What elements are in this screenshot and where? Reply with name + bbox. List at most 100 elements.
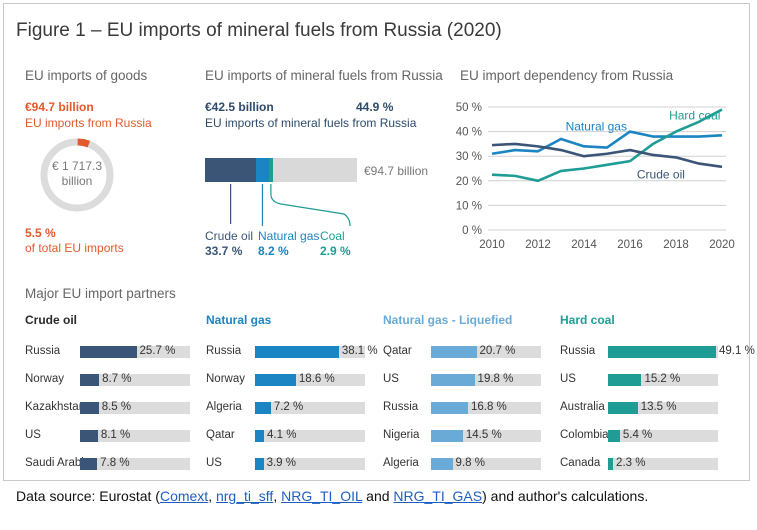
partner-bar-track [608,374,718,386]
partner-bar-track [80,458,190,470]
partner-country: Russia [25,345,61,357]
partner-country: Qatar [383,345,412,357]
donut-center-label: € 1 717.3 billion [40,159,114,189]
partner-bar [431,430,463,442]
partner-row: US 19.8 % [383,373,541,387]
partner-country: Canada [560,457,601,469]
partner-bar-track [431,458,541,470]
partner-row: Algeria 7.2 % [206,401,365,415]
partner-value: 14.5 % [465,429,502,441]
partner-value: 8.1 % [100,429,131,441]
source-link-nrg-ti-sff[interactable]: nrg_ti_sff [215,488,274,504]
partner-country: Norway [25,373,64,385]
partner-country: Russia [206,345,242,357]
partner-value: 4.1 % [267,429,297,441]
partner-value: 20.7 % [479,345,516,357]
partner-value: 18.6 % [298,373,335,385]
source-suffix: ) and author's calculations. [482,488,649,504]
partner-row: US 15.2 % [560,373,718,387]
partner-bar-track [255,346,365,358]
partner-country: Colombia [560,429,609,441]
y-tick-label: 40 % [456,127,482,139]
partner-country: Algeria [383,457,419,469]
partner-bar [608,430,620,442]
series-label-natural-gas: Natural gas [566,119,627,133]
segment-pct-crude-oil: 33.7 % [205,244,243,258]
source-link-comext[interactable]: Comext [159,488,209,504]
partner-row: Russia 16.8 % [383,401,541,415]
partner-row: US 8.1 % [25,429,190,443]
partner-value: 38.1 % [341,345,378,357]
partner-value: 25.7 % [139,345,176,357]
partner-country: Saudi Arabia [25,457,91,469]
source-separator: and [362,488,394,504]
fuels-leader-lines [230,184,351,227]
partner-country: Russia [383,401,419,413]
partner-row: Australia 13.5 % [560,401,718,415]
segment-pct-coal: 2.9 % [320,244,351,258]
goods-value-label: EU imports from Russia [25,116,152,130]
donut-track [40,138,114,212]
x-tick-label: 2020 [709,239,735,251]
partner-country: Norway [206,373,245,385]
partner-country: US [560,373,576,385]
partner-bar [80,346,137,358]
x-tick-label: 2018 [663,239,689,251]
partner-bar-track [431,430,541,442]
partner-group-title: Crude oil [25,313,78,327]
partner-group-title: Natural gas - Liquefied [383,313,513,327]
partner-country: US [206,457,222,469]
partner-value: 5.4 % [622,429,653,441]
source-separator: , [273,488,282,504]
partner-bar-track [255,374,365,386]
partner-bar-track [431,402,541,414]
partner-bar [80,402,99,414]
partner-value: 16.8 % [470,401,507,413]
partner-row: Russia 38.1 % [206,345,378,359]
partner-value: 8.7 % [102,373,132,385]
partner-bar-track [431,346,541,358]
segment-label-crude-oil: Crude oil [205,229,254,243]
segment-label-natural-gas: Natural gas [258,229,320,243]
fuels-share: 44.9 % [356,100,394,114]
series-label-hard-coal: Hard coal [669,108,720,122]
partner-bar [608,346,717,358]
x-tick-label: 2012 [525,239,551,251]
fuels-heading: EU imports of mineral fuels from Russia [205,68,443,83]
goods-value: €94.7 billion [25,100,94,114]
partner-row: Norway 18.6 % [206,373,365,387]
source-link-nrg-ti-gas[interactable]: NRG_TI_GAS [393,488,483,504]
partner-value: 7.2 % [273,401,304,413]
donut-unit: billion [61,174,93,188]
partner-row: US 3.9 % [206,457,365,471]
figure-title: Figure 1 – EU imports of mineral fuels f… [16,20,502,41]
partner-value: 49.1 % [719,345,755,357]
partner-row: Norway 8.7 % [25,373,190,387]
partner-bar-track [255,458,365,470]
partner-bar [255,458,264,470]
partner-bar [431,346,477,358]
donut-russia-slice [77,138,91,148]
partner-bar [255,346,339,358]
partner-bar [255,374,296,386]
series-label-crude-oil: Crude oil [637,167,685,181]
fuels-value: €42.5 billion [205,100,274,114]
partner-value: 3.9 % [266,457,296,469]
partner-bar-track [80,430,190,442]
stack-segment-coal [268,158,274,182]
partner-country: Nigeria [383,429,420,441]
partner-row: Nigeria 14.5 % [383,429,541,443]
partner-row: Algeria 9.8 % [383,457,541,471]
partner-bar [608,374,642,386]
y-tick-label: 0 % [462,225,482,237]
partner-bar [431,402,468,414]
figure-frame [3,3,750,481]
partner-value: 2.3 % [616,457,646,469]
partner-row: Colombia 5.4 % [560,429,718,443]
goods-share-value: 5.5 % [25,226,56,240]
y-tick-label: 30 % [456,151,482,163]
source-link-nrg-ti-oil[interactable]: NRG_TI_OIL [281,488,363,504]
stack-segment-crude-oil [205,158,257,182]
partner-row: Canada 2.3 % [560,457,718,471]
